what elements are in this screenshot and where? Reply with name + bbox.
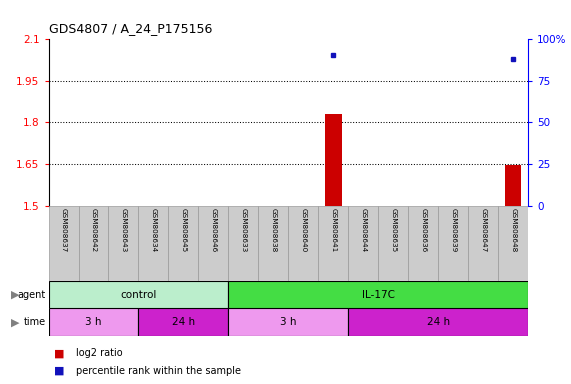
Bar bbox=[259, 206, 288, 281]
Bar bbox=[348, 308, 528, 336]
Bar bbox=[228, 308, 348, 336]
Bar bbox=[379, 206, 408, 281]
Bar bbox=[319, 206, 348, 281]
Text: GSM808640: GSM808640 bbox=[300, 208, 307, 252]
Text: time: time bbox=[23, 317, 46, 327]
Text: GSM808638: GSM808638 bbox=[270, 208, 276, 252]
Bar bbox=[505, 166, 521, 206]
Text: IL-17C: IL-17C bbox=[362, 290, 395, 300]
Text: GSM808644: GSM808644 bbox=[360, 208, 367, 252]
Text: GSM808636: GSM808636 bbox=[420, 208, 427, 252]
Bar bbox=[49, 308, 138, 336]
Text: ▶: ▶ bbox=[11, 317, 20, 327]
Text: GSM808648: GSM808648 bbox=[510, 208, 516, 252]
Bar bbox=[49, 281, 228, 308]
Text: GSM808641: GSM808641 bbox=[330, 208, 336, 252]
Bar bbox=[408, 206, 439, 281]
Text: 3 h: 3 h bbox=[280, 317, 296, 327]
Bar bbox=[325, 114, 341, 206]
Text: GSM808635: GSM808635 bbox=[390, 208, 396, 252]
Text: 24 h: 24 h bbox=[172, 317, 195, 327]
Text: GSM808645: GSM808645 bbox=[180, 208, 187, 252]
Text: ▶: ▶ bbox=[11, 290, 20, 300]
Bar bbox=[348, 206, 379, 281]
Text: GSM808634: GSM808634 bbox=[150, 208, 156, 252]
Bar bbox=[288, 206, 319, 281]
Bar bbox=[228, 281, 528, 308]
Text: control: control bbox=[120, 290, 156, 300]
Text: percentile rank within the sample: percentile rank within the sample bbox=[76, 366, 241, 376]
Text: ■: ■ bbox=[54, 366, 65, 376]
Text: GSM808639: GSM808639 bbox=[450, 208, 456, 252]
Text: 24 h: 24 h bbox=[427, 317, 450, 327]
Bar bbox=[79, 206, 108, 281]
Text: GDS4807 / A_24_P175156: GDS4807 / A_24_P175156 bbox=[49, 22, 212, 35]
Text: GSM808646: GSM808646 bbox=[210, 208, 216, 252]
Bar bbox=[49, 206, 79, 281]
Bar bbox=[139, 308, 228, 336]
Bar bbox=[468, 206, 498, 281]
Bar bbox=[108, 206, 138, 281]
Text: log2 ratio: log2 ratio bbox=[76, 348, 123, 358]
Bar bbox=[199, 206, 228, 281]
Text: 3 h: 3 h bbox=[85, 317, 102, 327]
Text: GSM808647: GSM808647 bbox=[480, 208, 486, 252]
Text: ■: ■ bbox=[54, 348, 65, 358]
Bar bbox=[168, 206, 199, 281]
Bar bbox=[228, 206, 259, 281]
Bar bbox=[439, 206, 468, 281]
Text: GSM808643: GSM808643 bbox=[120, 208, 127, 252]
Bar bbox=[498, 206, 528, 281]
Text: GSM808633: GSM808633 bbox=[240, 208, 247, 252]
Text: GSM808637: GSM808637 bbox=[61, 208, 67, 252]
Text: agent: agent bbox=[18, 290, 46, 300]
Bar bbox=[139, 206, 168, 281]
Text: GSM808642: GSM808642 bbox=[90, 208, 96, 252]
